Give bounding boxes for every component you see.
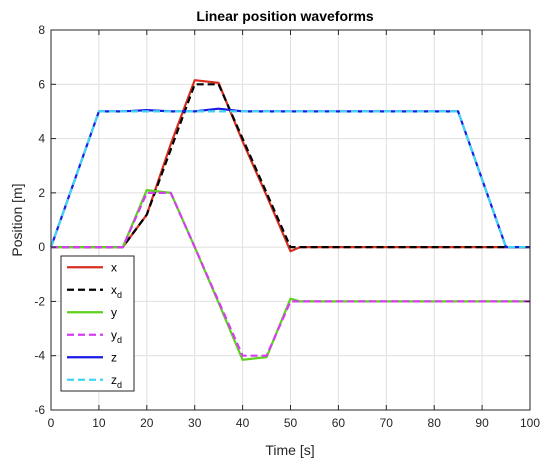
legend-label-y: y xyxy=(111,305,117,319)
legend-label-zd: zd xyxy=(111,373,122,390)
legend-label-x: x xyxy=(111,260,117,274)
x-tick-label: 100 xyxy=(520,416,540,430)
x-tick-label: 0 xyxy=(48,416,55,430)
chart-title: Linear position waveforms xyxy=(196,8,374,24)
series-line-xd xyxy=(51,83,530,249)
y-tick-label: 2 xyxy=(38,186,45,200)
x-tick-label: 90 xyxy=(475,416,489,430)
x-tick-label: 30 xyxy=(188,416,202,430)
y-tick-label: 4 xyxy=(38,132,45,146)
x-tick-label: 50 xyxy=(284,416,298,430)
y-tick-label: -6 xyxy=(34,403,45,417)
legend-box xyxy=(60,255,135,392)
x-tick-label: 10 xyxy=(92,416,106,430)
y-tick-label: -2 xyxy=(34,294,45,308)
y-axis-label: Position [m] xyxy=(9,183,25,256)
x-tick-label: 80 xyxy=(428,416,442,430)
x-tick-label: 40 xyxy=(236,416,250,430)
x-tick-label: 60 xyxy=(332,416,346,430)
series-line-yd xyxy=(51,191,530,357)
legend: x xd y yd z zd xyxy=(60,255,135,392)
series-lines xyxy=(49,79,530,361)
y-tick-label: 6 xyxy=(38,77,45,91)
y-tick-label: -4 xyxy=(34,349,45,363)
legend-label-z: z xyxy=(111,350,117,364)
x-tick-label: 70 xyxy=(380,416,394,430)
series-line-x xyxy=(51,79,530,253)
series-line-zd xyxy=(49,110,530,249)
y-tick-label: 0 xyxy=(38,240,45,254)
legend-label-xd: xd xyxy=(111,283,122,300)
x-tick-label: 20 xyxy=(140,416,154,430)
x-axis-label: Time [s] xyxy=(265,442,314,458)
axis-ticks: 0 10 20 30 40 50 60 70 80 90 100 -6 -4 -2 0 2 4 6 8 xyxy=(34,23,540,430)
y-tick-label: 8 xyxy=(38,23,45,37)
legend-label-yd: yd xyxy=(111,328,122,345)
